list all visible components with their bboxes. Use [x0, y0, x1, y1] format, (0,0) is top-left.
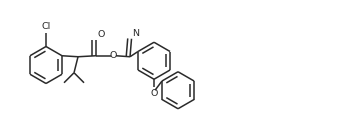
Text: O: O — [110, 51, 117, 60]
Text: Cl: Cl — [41, 22, 51, 31]
Text: O: O — [150, 89, 158, 98]
Text: O: O — [97, 30, 105, 39]
Text: N: N — [132, 29, 139, 38]
